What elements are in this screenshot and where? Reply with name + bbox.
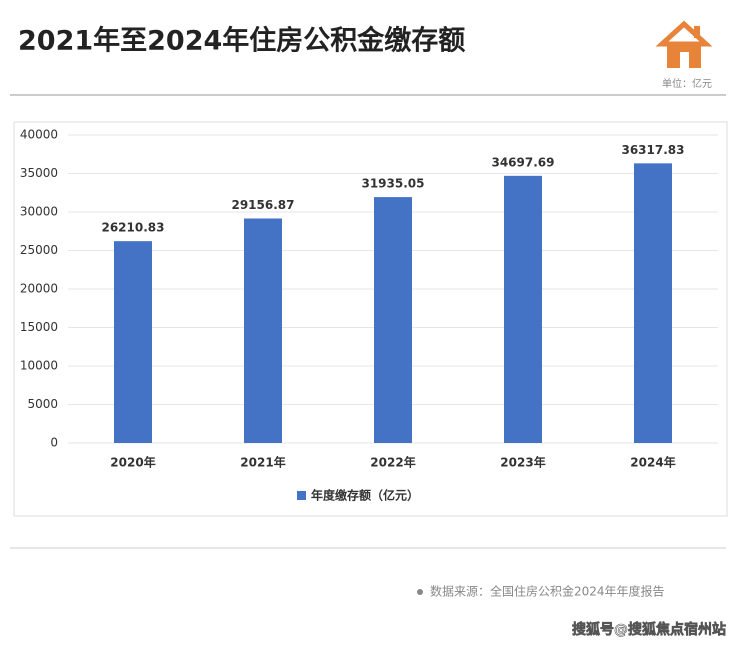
data-label: 31935.05 bbox=[361, 177, 424, 191]
source-bullet bbox=[417, 589, 423, 595]
y-tick-label: 25000 bbox=[20, 243, 58, 257]
x-tick-label: 2024年 bbox=[630, 455, 675, 470]
y-tick-label: 15000 bbox=[20, 320, 58, 334]
y-tick-label: 20000 bbox=[20, 282, 58, 296]
data-label: 26210.83 bbox=[101, 221, 164, 235]
chart-frame bbox=[13, 121, 728, 517]
y-tick-label: 5000 bbox=[27, 397, 58, 411]
chart-title: 2021年至2024年住房公积金缴存额 bbox=[18, 25, 465, 57]
watermark: 搜狐号@搜狐焦点宿州站 bbox=[572, 621, 726, 638]
bar bbox=[634, 163, 672, 443]
house-icon bbox=[655, 20, 713, 68]
unit-label: 单位：亿元 bbox=[662, 77, 712, 90]
source: 数据来源：全国住房公积金2024年年度报告 bbox=[430, 584, 665, 599]
y-tick-label: 10000 bbox=[20, 359, 58, 373]
data-label: 29156.87 bbox=[231, 198, 294, 212]
bar bbox=[374, 197, 412, 443]
x-tick-label: 2022年 bbox=[370, 455, 415, 470]
data-label: 36317.83 bbox=[621, 143, 684, 157]
y-tick-label: 40000 bbox=[20, 128, 58, 142]
x-tick-label: 2020年 bbox=[110, 455, 155, 470]
legend-label: 年度缴存额（亿元） bbox=[311, 488, 419, 503]
y-tick-label: 0 bbox=[50, 436, 58, 450]
x-tick-label: 2023年 bbox=[500, 455, 545, 470]
bar bbox=[504, 175, 542, 443]
legend-swatch bbox=[297, 491, 306, 500]
data-label: 34697.69 bbox=[491, 155, 554, 169]
y-tick-label: 30000 bbox=[20, 205, 58, 219]
bar bbox=[114, 241, 152, 443]
x-tick-label: 2021年 bbox=[240, 455, 285, 470]
bar bbox=[244, 218, 282, 443]
y-tick-label: 35000 bbox=[20, 166, 58, 180]
